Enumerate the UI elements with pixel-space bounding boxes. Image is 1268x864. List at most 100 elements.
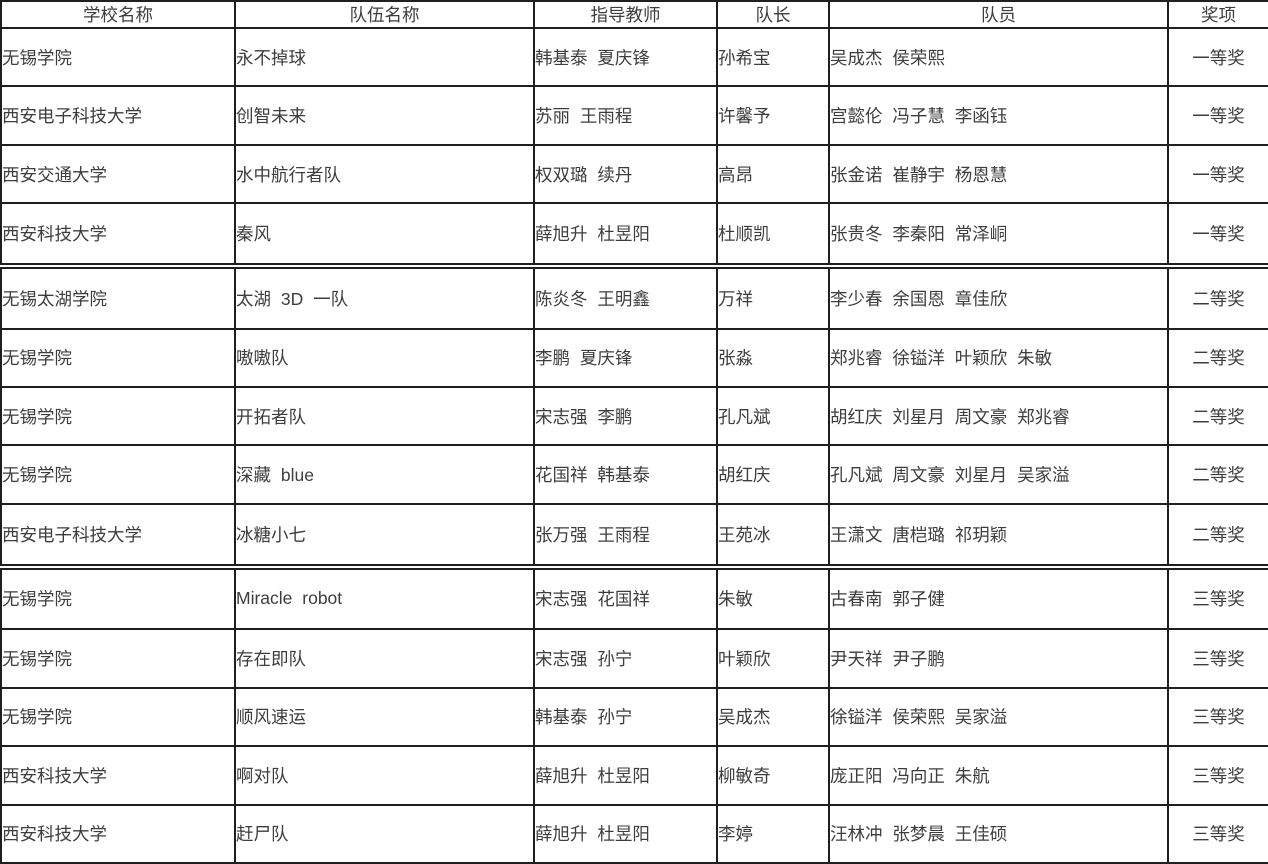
table-row: 西安交通大学 水中航行者队 权双璐 续丹 高昂 张金诺 崔静宇 杨恩慧 一等奖 [0,143,1268,205]
cell-school: 无锡太湖学院 [0,264,236,330]
cell-members: 古春南 郭子健 [828,565,1169,631]
table-row: 无锡学院 深藏 blue 花国祥 韩基泰 胡红庆 孔凡斌 周文豪 刘星月 吴家溢 二等奖 [0,444,1268,505]
cell-award: 三等奖 [1167,803,1268,864]
cell-school: 西安交通大学 [0,143,236,205]
cell-teachers: 权双璐 续丹 [533,143,718,205]
cell-teachers: 薛旭升 杜昱阳 [533,202,718,269]
cell-school: 无锡学院 [0,327,236,389]
cell-school: 西安科技大学 [0,202,236,269]
cell-captain: 吴成杰 [716,686,830,748]
cell-members: 庞正阳 冯向正 朱航 [828,745,1169,806]
cell-school: 无锡学院 [0,686,236,748]
cell-captain: 胡红庆 [716,444,830,505]
cell-award: 二等奖 [1167,327,1268,389]
cell-captain: 朱敏 [716,565,830,631]
cell-award: 一等奖 [1167,26,1268,88]
table-row: 无锡学院 嗷嗷队 李鹏 夏庆锋 张淼 郑兆睿 徐镒洋 叶颖欣 朱敏 二等奖 [0,327,1268,389]
cell-school: 西安电子科技大学 [0,85,236,146]
cell-members: 李少春 余国恩 章佳欣 [828,264,1169,330]
cell-members: 吴成杰 侯荣熙 [828,26,1169,88]
table-row: 西安科技大学 啊对队 薛旭升 杜昱阳 柳敏奇 庞正阳 冯向正 朱航 三等奖 [0,745,1268,806]
cell-members: 胡红庆 刘星月 周文豪 郑兆睿 [828,386,1169,447]
cell-members: 尹天祥 尹子鹏 [828,628,1169,689]
cell-teachers: 陈炎冬 王明鑫 [533,264,718,330]
cell-teachers: 宋志强 李鹏 [533,386,718,447]
cell-school: 西安电子科技大学 [0,502,236,570]
cell-school: 无锡学院 [0,26,236,88]
table-row: 西安电子科技大学 冰糖小七 张万强 王雨程 王苑冰 王潇文 唐桤璐 祁玥颖 二等奖 [0,502,1268,570]
cell-members: 王潇文 唐桤璐 祁玥颖 [828,502,1169,570]
cell-members: 徐镒洋 侯荣熙 吴家溢 [828,686,1169,748]
table-row: 西安科技大学 秦风 薛旭升 杜昱阳 杜顺凯 张贵冬 李秦阳 常泽峒 一等奖 [0,202,1268,269]
cell-award: 三等奖 [1167,686,1268,748]
cell-school: 无锡学院 [0,565,236,631]
cell-award: 三等奖 [1167,628,1268,689]
header-captain: 队长 [716,0,830,29]
cell-teachers: 宋志强 花国祥 [533,565,718,631]
table-row: 无锡学院 存在即队 宋志强 孙宁 叶颖欣 尹天祥 尹子鹏 三等奖 [0,628,1268,689]
cell-team: 秦风 [234,202,535,269]
cell-team: 太湖 3D 一队 [234,264,535,330]
cell-captain: 张淼 [716,327,830,389]
cell-captain: 孔凡斌 [716,386,830,447]
table-row: 无锡学院 开拓者队 宋志强 李鹏 孔凡斌 胡红庆 刘星月 周文豪 郑兆睿 二等奖 [0,386,1268,447]
cell-captain: 柳敏奇 [716,745,830,806]
cell-award: 二等奖 [1167,386,1268,447]
cell-captain: 王苑冰 [716,502,830,570]
cell-teachers: 苏丽 王雨程 [533,85,718,146]
cell-school: 西安科技大学 [0,803,236,864]
cell-award: 一等奖 [1167,202,1268,269]
cell-teachers: 薛旭升 杜昱阳 [533,745,718,806]
cell-team: 冰糖小七 [234,502,535,570]
cell-team: Miracle robot [234,565,535,631]
header-team: 队伍名称 [234,0,535,29]
cell-team: 创智未来 [234,85,535,146]
cell-award: 二等奖 [1167,502,1268,570]
table-row: 无锡太湖学院 太湖 3D 一队 陈炎冬 王明鑫 万祥 李少春 余国恩 章佳欣 二等奖 [0,264,1268,330]
cell-captain: 高昂 [716,143,830,205]
cell-teachers: 花国祥 韩基泰 [533,444,718,505]
header-teachers: 指导教师 [533,0,718,29]
cell-team: 顺风速运 [234,686,535,748]
cell-team: 存在即队 [234,628,535,689]
header-award: 奖项 [1167,0,1268,29]
cell-teachers: 韩基泰 孙宁 [533,686,718,748]
cell-captain: 杜顺凯 [716,202,830,269]
cell-school: 无锡学院 [0,444,236,505]
cell-members: 孔凡斌 周文豪 刘星月 吴家溢 [828,444,1169,505]
cell-team: 啊对队 [234,745,535,806]
cell-teachers: 薛旭升 杜昱阳 [533,803,718,864]
table-row: 西安科技大学 赶尸队 薛旭升 杜昱阳 李婷 汪林冲 张梦晨 王佳硕 三等奖 [0,803,1268,864]
cell-award: 二等奖 [1167,444,1268,505]
cell-team: 赶尸队 [234,803,535,864]
table-header: 学校名称 队伍名称 指导教师 队长 队员 奖项 [0,0,1268,29]
cell-award: 三等奖 [1167,745,1268,806]
cell-team: 水中航行者队 [234,143,535,205]
table-row: 西安电子科技大学 创智未来 苏丽 王雨程 许馨予 宫懿伦 冯子慧 李函钰 一等奖 [0,85,1268,146]
cell-members: 宫懿伦 冯子慧 李函钰 [828,85,1169,146]
header-school: 学校名称 [0,0,236,29]
cell-members: 汪林冲 张梦晨 王佳硕 [828,803,1169,864]
cell-members: 张贵冬 李秦阳 常泽峒 [828,202,1169,269]
cell-award: 三等奖 [1167,565,1268,631]
cell-teachers: 韩基泰 夏庆锋 [533,26,718,88]
header-members: 队员 [828,0,1169,29]
cell-captain: 李婷 [716,803,830,864]
table-body: 无锡学院 永不掉球 韩基泰 夏庆锋 孙希宝 吴成杰 侯荣熙 一等奖 西安电子科技大学 创智未来… [0,26,1268,864]
cell-captain: 叶颖欣 [716,628,830,689]
cell-captain: 孙希宝 [716,26,830,88]
cell-captain: 许馨予 [716,85,830,146]
cell-members: 郑兆睿 徐镒洋 叶颖欣 朱敏 [828,327,1169,389]
table-row: 无锡学院 顺风速运 韩基泰 孙宁 吴成杰 徐镒洋 侯荣熙 吴家溢 三等奖 [0,686,1268,748]
table-row: 无锡学院 永不掉球 韩基泰 夏庆锋 孙希宝 吴成杰 侯荣熙 一等奖 [0,26,1268,88]
cell-school: 无锡学院 [0,386,236,447]
cell-school: 西安科技大学 [0,745,236,806]
cell-teachers: 张万强 王雨程 [533,502,718,570]
table-row: 无锡学院 Miracle robot 宋志强 花国祥 朱敏 古春南 郭子健 三等奖 [0,565,1268,631]
cell-team: 开拓者队 [234,386,535,447]
cell-team: 嗷嗷队 [234,327,535,389]
cell-teachers: 李鹏 夏庆锋 [533,327,718,389]
cell-captain: 万祥 [716,264,830,330]
